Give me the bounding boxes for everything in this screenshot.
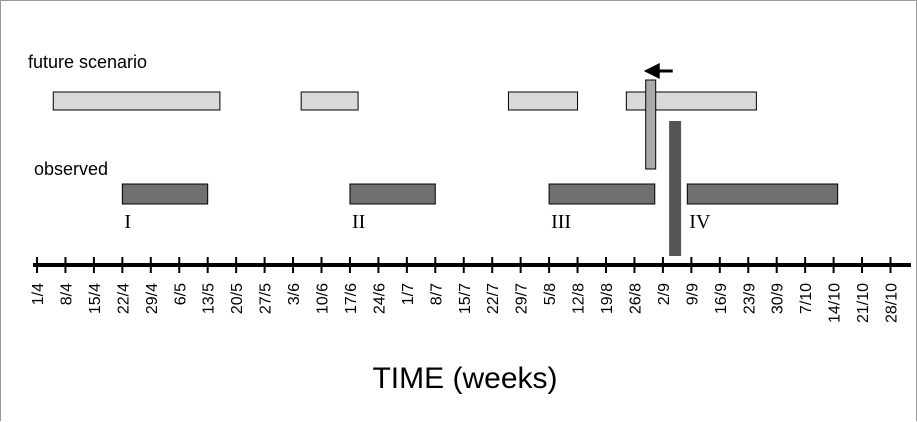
observed-bar-4 — [686, 183, 839, 205]
tick-label: 24/6 — [371, 283, 388, 314]
tick-label: 22/7 — [485, 283, 502, 314]
tick-label: 15/7 — [457, 283, 474, 314]
tick-label: 20/5 — [229, 283, 246, 314]
observed-bars: I II III IV — [121, 183, 839, 233]
tick-label: 19/8 — [599, 283, 616, 314]
tick-label: 1/4 — [30, 283, 47, 305]
observed-period-label: IV — [689, 211, 711, 233]
tick-label: 16/9 — [713, 283, 730, 314]
time-axis: 1/4 8/4 15/4 22/4 29/4 6/5 13/5 20/5 27/5 3/6 10/6… — [30, 257, 911, 323]
tick-label: 23/9 — [741, 283, 758, 314]
tick-label: 7/10 — [798, 283, 815, 314]
tick-label: 9/9 — [684, 283, 701, 305]
observed-period-label: I — [124, 211, 131, 233]
axis-title: TIME (weeks) — [372, 362, 557, 395]
future-scenario-label: future scenario — [28, 52, 147, 72]
tick-label: 5/8 — [542, 283, 559, 305]
tick-label: 2/9 — [656, 283, 673, 305]
tick-label: 30/9 — [770, 283, 787, 314]
observed-label: observed — [34, 159, 108, 179]
tick-label: 13/5 — [201, 283, 218, 314]
tick-label: 29/7 — [514, 283, 531, 314]
future-bars — [52, 91, 757, 111]
tick-label: 6/5 — [172, 283, 189, 305]
observed-bar-2 — [349, 183, 436, 205]
tick-label: 3/6 — [286, 283, 303, 305]
tick-label: 8/7 — [428, 283, 445, 305]
tick-label: 28/10 — [884, 283, 901, 323]
markers — [643, 63, 682, 256]
future-bar-2 — [300, 91, 359, 111]
observed-period-label: III — [551, 211, 571, 233]
tick-label: 10/6 — [315, 283, 332, 314]
tick-label: 21/10 — [855, 283, 872, 323]
tick-label: 8/4 — [58, 283, 75, 305]
observed-bar-1 — [121, 183, 209, 205]
observed-marker-bar — [669, 121, 682, 256]
tick-label: 29/4 — [144, 283, 161, 314]
tick-label: 27/5 — [258, 283, 275, 314]
tick-label: 14/10 — [827, 283, 844, 323]
tick-label: 22/4 — [115, 283, 132, 314]
tick-label: 1/7 — [400, 283, 417, 305]
tick-label: 12/8 — [571, 283, 588, 314]
tick-label: 17/6 — [343, 283, 360, 314]
left-arrow-icon — [643, 63, 673, 79]
tick-label: 15/4 — [87, 283, 104, 314]
future-bar-4 — [625, 91, 757, 111]
observed-bar-3 — [548, 183, 656, 205]
future-bar-1 — [52, 91, 221, 111]
tick-label: 26/8 — [627, 283, 644, 314]
future-bar-3 — [507, 91, 579, 111]
future-marker-bar — [645, 79, 657, 170]
observed-period-label: II — [352, 211, 365, 233]
